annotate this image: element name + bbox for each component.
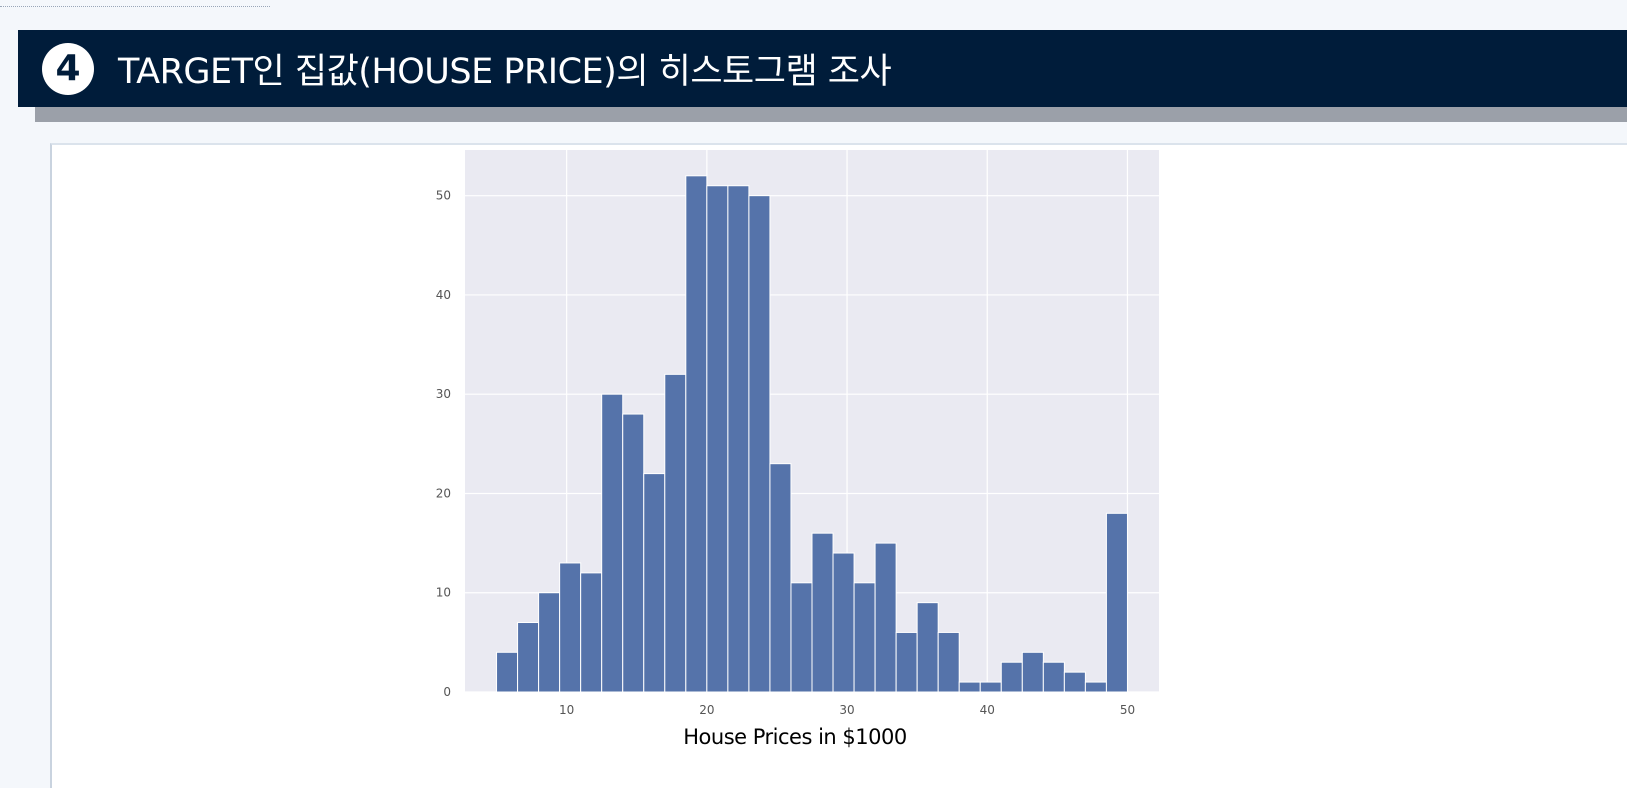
histogram-bar xyxy=(895,631,918,693)
histogram-bar xyxy=(874,542,897,693)
histogram-bar xyxy=(559,562,582,693)
histogram-bars xyxy=(496,175,1128,693)
y-tick-label: 20 xyxy=(436,486,451,500)
histogram-bar xyxy=(1000,661,1023,693)
y-tick-label: 40 xyxy=(436,288,451,302)
x-tick-label: 10 xyxy=(559,703,574,717)
histogram-bar xyxy=(727,185,750,693)
histogram-bar xyxy=(979,681,1002,693)
section-title: TARGET인 집값(HOUSE PRICE)의 히스토그램 조사 xyxy=(118,52,892,92)
y-axis-ticks: 0 10 20 30 40 50 xyxy=(436,189,451,699)
histogram-bar xyxy=(538,592,561,693)
histogram-bar xyxy=(601,393,624,693)
histogram-bar xyxy=(643,473,666,693)
histogram-chart: 10 20 30 40 50 0 10 20 30 40 50 House Prices in $… xyxy=(436,150,1159,749)
x-tick-label: 30 xyxy=(839,703,854,717)
histogram-bar xyxy=(1105,512,1128,693)
histogram-bar xyxy=(1084,681,1107,693)
histogram-bar xyxy=(916,602,939,693)
y-tick-label: 30 xyxy=(436,387,451,401)
x-axis-label: House Prices in $1000 xyxy=(683,725,906,749)
chart-panel: 10 20 30 40 50 0 10 20 30 40 50 House Prices in $… xyxy=(50,143,1627,788)
histogram-bar xyxy=(580,572,603,693)
histogram-bar xyxy=(706,185,729,693)
section-header: 4 TARGET인 집값(HOUSE PRICE)의 히스토그램 조사 xyxy=(18,30,1627,107)
y-tick-label: 10 xyxy=(436,586,451,600)
histogram-bar xyxy=(769,463,792,693)
histogram-bar xyxy=(517,622,540,693)
step-number-badge: 4 xyxy=(42,42,94,95)
x-tick-label: 50 xyxy=(1120,703,1135,717)
x-axis-ticks: 10 20 30 40 50 xyxy=(559,703,1135,717)
y-tick-label: 0 xyxy=(443,685,451,699)
histogram-bar xyxy=(853,582,876,693)
x-tick-label: 40 xyxy=(980,703,995,717)
histogram-bar xyxy=(937,631,960,693)
histogram-bar xyxy=(685,175,708,693)
histogram-bar xyxy=(496,651,519,693)
histogram-bar xyxy=(1021,651,1044,693)
top-dotted-rule xyxy=(0,6,270,7)
histogram-bar xyxy=(1063,671,1086,693)
histogram-bar xyxy=(790,582,813,693)
histogram-bar xyxy=(622,413,645,693)
histogram-bar xyxy=(664,373,687,693)
histogram-bar xyxy=(1042,661,1065,693)
x-tick-label: 20 xyxy=(699,703,714,717)
histogram-bar xyxy=(832,552,855,693)
y-tick-label: 50 xyxy=(436,189,451,203)
histogram-bar xyxy=(958,681,981,693)
histogram-bar xyxy=(748,195,771,693)
histogram-bar xyxy=(811,532,834,693)
